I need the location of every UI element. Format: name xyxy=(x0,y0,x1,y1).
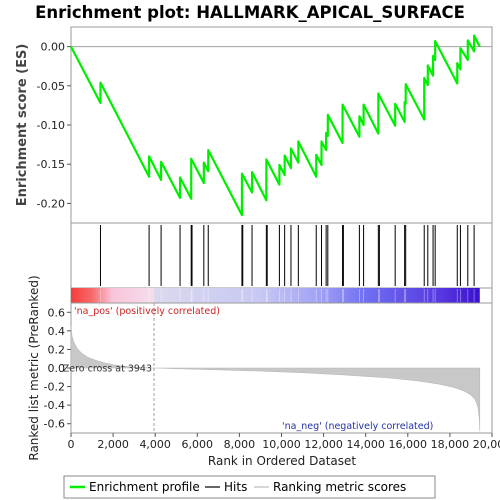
metric-x-tick-label: 4,000 xyxy=(139,438,171,451)
legend-metric-label: Ranking metric scores xyxy=(273,480,406,494)
legend-frame xyxy=(63,475,436,499)
metric-x-tick-label: 16,000 xyxy=(389,438,428,451)
es-y-tick-label: 0.00 xyxy=(41,41,66,54)
metric-x-tick-label: 14,000 xyxy=(346,438,385,451)
es-y-tick-label: -0.05 xyxy=(37,80,65,93)
es-y-ticks: 0.00 -0.05 -0.10 -0.15 -0.20 xyxy=(37,41,71,210)
metric-y-ticks: 0.6 0.4 0.2 0.0 -0.2 -0.4 -0.6 xyxy=(44,306,71,431)
hits-frame xyxy=(70,222,493,289)
metric-x-tick-label: 8,000 xyxy=(224,438,256,451)
legend: Enrichment profile Hits Ranking metric s… xyxy=(63,475,436,499)
metric-x-tick-label: 0 xyxy=(68,438,75,451)
ranking-metric-area xyxy=(70,326,481,432)
neg-correlated-label: 'na_neg' (negatively correlated) xyxy=(282,421,433,432)
metric-panel: Zero cross at 3943 'na_pos' (positively … xyxy=(27,275,500,468)
hits-marks xyxy=(99,225,475,286)
legend-hits-label: Hits xyxy=(224,480,247,494)
es-y-tick-label: -0.20 xyxy=(37,197,65,210)
plot-title: Enrichment plot: HALLMARK_APICAL_SURFACE xyxy=(35,3,465,22)
rank-gradient-bar xyxy=(71,288,480,303)
metric-y-tick-label: 0.6 xyxy=(48,306,66,319)
metric-x-tick-label: 20,000 xyxy=(473,438,500,451)
metric-x-tick-label: 18,000 xyxy=(431,438,470,451)
zero-cross-label: Zero cross at 3943 xyxy=(63,364,152,375)
es-y-tick-label: -0.15 xyxy=(37,158,65,171)
es-y-axis-label: Enrichment score (ES) xyxy=(15,44,30,207)
metric-x-tick-label: 10,000 xyxy=(262,438,301,451)
rank-bar-hit-lines xyxy=(100,289,475,302)
enrichment-frame xyxy=(70,26,493,224)
metric-y-tick-label: 0.0 xyxy=(48,362,66,375)
metric-x-tick-label: 12,000 xyxy=(304,438,343,451)
enrichment-profile-line xyxy=(70,34,481,217)
metric-y-tick-label: 0.4 xyxy=(48,325,66,338)
metric-y-tick-label: -0.4 xyxy=(44,399,65,412)
metric-x-tick-label: 6,000 xyxy=(182,438,214,451)
pos-correlated-label: 'na_pos' (positively correlated) xyxy=(74,306,220,317)
legend-enrichment-label: Enrichment profile xyxy=(89,480,200,494)
es-y-tick-label: -0.10 xyxy=(37,119,65,132)
metric-y-tick-label: -0.2 xyxy=(44,381,65,394)
metric-y-axis-label: Ranked list metric (PreRanked) xyxy=(27,275,41,460)
enrichment-panel: 0.00 -0.05 -0.10 -0.15 -0.20 Enrichment scor… xyxy=(15,26,493,224)
metric-y-tick-label: 0.2 xyxy=(48,343,66,356)
hits-panel xyxy=(70,222,493,289)
metric-x-ticks: 0 2,000 4,000 6,000 8,000 10,000 12,000 14,000 1… xyxy=(68,433,500,451)
metric-y-tick-label: -0.6 xyxy=(44,418,65,431)
rank-bar-panel xyxy=(70,287,493,304)
metric-x-tick-label: 2,000 xyxy=(97,438,129,451)
x-axis-label: Rank in Ordered Dataset xyxy=(208,454,356,468)
